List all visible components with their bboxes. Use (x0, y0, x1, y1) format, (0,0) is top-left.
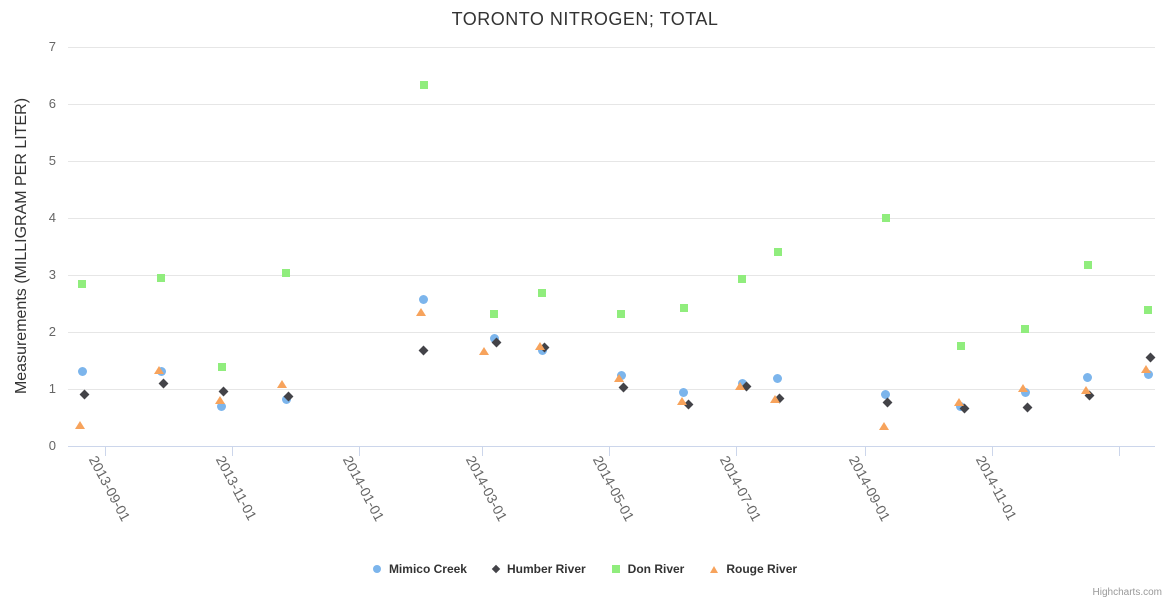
data-point-rouge-river[interactable] (478, 346, 489, 355)
data-point-rouge-river[interactable] (214, 395, 225, 404)
y-axis-label: 1 (48, 381, 56, 396)
x-axis-tick (105, 446, 106, 456)
square-marker-icon (611, 565, 620, 573)
data-point-humber-river[interactable] (882, 397, 893, 408)
data-point-don-river[interactable] (679, 304, 688, 313)
x-axis-tick (735, 446, 737, 456)
data-point-mimico-creek[interactable] (217, 401, 227, 411)
data-point-don-river[interactable] (490, 309, 499, 318)
data-point-don-river[interactable] (217, 362, 226, 371)
data-point-rouge-river[interactable] (276, 379, 287, 388)
data-point-rouge-river[interactable] (416, 308, 427, 317)
x-axis-tick (481, 446, 483, 456)
data-point-mimico-creek[interactable] (1143, 370, 1153, 380)
data-point-mimico-creek[interactable] (419, 295, 429, 304)
gridline-y-6 (68, 104, 1155, 105)
data-point-mimico-creek[interactable] (1083, 372, 1093, 382)
y-axis-label: 7 (48, 39, 56, 54)
legend-item-rouge-river[interactable]: Rouge River (710, 562, 797, 576)
data-point-mimico-creek[interactable] (881, 389, 891, 399)
legend-label: Humber River (506, 562, 586, 576)
data-point-rouge-river[interactable] (614, 373, 625, 382)
x-axis-tick (864, 446, 866, 456)
data-point-don-river[interactable] (1083, 261, 1092, 270)
data-point-rouge-river[interactable] (535, 342, 546, 351)
y-axis-title: Measurements (MILLIGRAM PER LITER) (13, 97, 30, 395)
x-axis-tick (232, 446, 233, 456)
gridline-y-7 (68, 47, 1155, 48)
data-point-humber-river[interactable] (418, 345, 429, 356)
legend-label: Rouge River (726, 562, 798, 576)
data-point-don-river[interactable] (1021, 325, 1030, 334)
x-axis-tick (992, 446, 993, 456)
data-point-don-river[interactable] (157, 274, 166, 283)
y-axis-label: 5 (48, 153, 56, 168)
x-axis-label: 2014-01-01 (339, 453, 388, 524)
data-point-rouge-river[interactable] (75, 420, 85, 429)
triangle-marker-icon (710, 565, 719, 573)
x-axis-tick (359, 446, 361, 456)
x-axis-line (68, 446, 1155, 447)
x-axis-label: 2014-03-01 (462, 453, 511, 524)
x-axis-label: 2014-05-01 (589, 453, 638, 524)
y-axis-label: 0 (48, 438, 56, 453)
data-point-humber-river[interactable] (158, 378, 169, 389)
legend-item-don-river[interactable]: Don River (611, 562, 685, 576)
data-point-rouge-river[interactable] (953, 397, 964, 406)
data-point-don-river[interactable] (956, 342, 965, 351)
highcharts-credit[interactable]: Highcharts.com (1092, 587, 1162, 598)
data-point-don-river[interactable] (617, 310, 626, 319)
legend-item-humber-river[interactable]: Humber River (491, 562, 586, 576)
x-axis-label: 2014-07-01 (716, 453, 765, 524)
y-axis-label: 2 (48, 324, 56, 339)
gridline-y-1 (68, 389, 1155, 390)
y-axis-label: 3 (48, 267, 56, 282)
data-point-don-river[interactable] (738, 274, 747, 283)
data-point-rouge-river[interactable] (770, 394, 781, 403)
gridline-y-3 (68, 275, 1155, 276)
data-point-don-river[interactable] (78, 279, 87, 288)
y-axis-label: 6 (48, 96, 56, 111)
data-point-rouge-river[interactable] (676, 396, 687, 405)
legend: Mimico Creek Humber River Don River Rouge R… (0, 562, 1170, 576)
data-point-rouge-river[interactable] (1141, 365, 1152, 374)
data-point-don-river[interactable] (1144, 305, 1153, 314)
data-point-don-river[interactable] (419, 81, 428, 90)
x-axis-label: 2014-09-01 (845, 453, 894, 524)
legend-label: Don River (627, 562, 685, 576)
data-point-mimico-creek[interactable] (679, 387, 689, 397)
data-point-humber-river[interactable] (79, 389, 90, 400)
data-point-humber-river[interactable] (1022, 402, 1033, 413)
data-point-rouge-river[interactable] (878, 422, 889, 431)
x-axis-label: 2013-09-01 (85, 453, 134, 524)
data-point-don-river[interactable] (282, 269, 291, 278)
chart-title: TORONTO NITROGEN; TOTAL (451, 9, 719, 29)
circle-marker-icon (372, 565, 381, 573)
data-point-rouge-river[interactable] (154, 365, 165, 374)
data-point-humber-river[interactable] (618, 382, 629, 393)
data-point-don-river[interactable] (881, 214, 890, 222)
x-axis-tick (1119, 446, 1120, 456)
legend-label: Mimico Creek (388, 562, 467, 576)
gridline-y-2 (68, 332, 1155, 333)
data-point-mimico-creek[interactable] (773, 373, 783, 383)
diamond-marker-icon (491, 564, 501, 574)
data-point-don-river[interactable] (773, 248, 782, 257)
data-point-humber-river[interactable] (1145, 352, 1156, 363)
x-axis-label: 2014-11-01 (972, 453, 1021, 523)
data-point-don-river[interactable] (538, 289, 547, 298)
legend-item-mimico-creek[interactable]: Mimico Creek (372, 562, 467, 576)
y-axis-label: 4 (48, 210, 56, 225)
gridline-y-5 (68, 161, 1155, 162)
data-point-rouge-river[interactable] (1018, 384, 1029, 393)
data-point-mimico-creek[interactable] (77, 367, 87, 377)
data-point-rouge-river[interactable] (735, 381, 746, 390)
x-axis-label: 2013-11-01 (212, 453, 261, 523)
gridline-y-4 (68, 218, 1155, 219)
x-axis-tick (608, 446, 610, 456)
data-point-rouge-river[interactable] (1080, 386, 1091, 395)
